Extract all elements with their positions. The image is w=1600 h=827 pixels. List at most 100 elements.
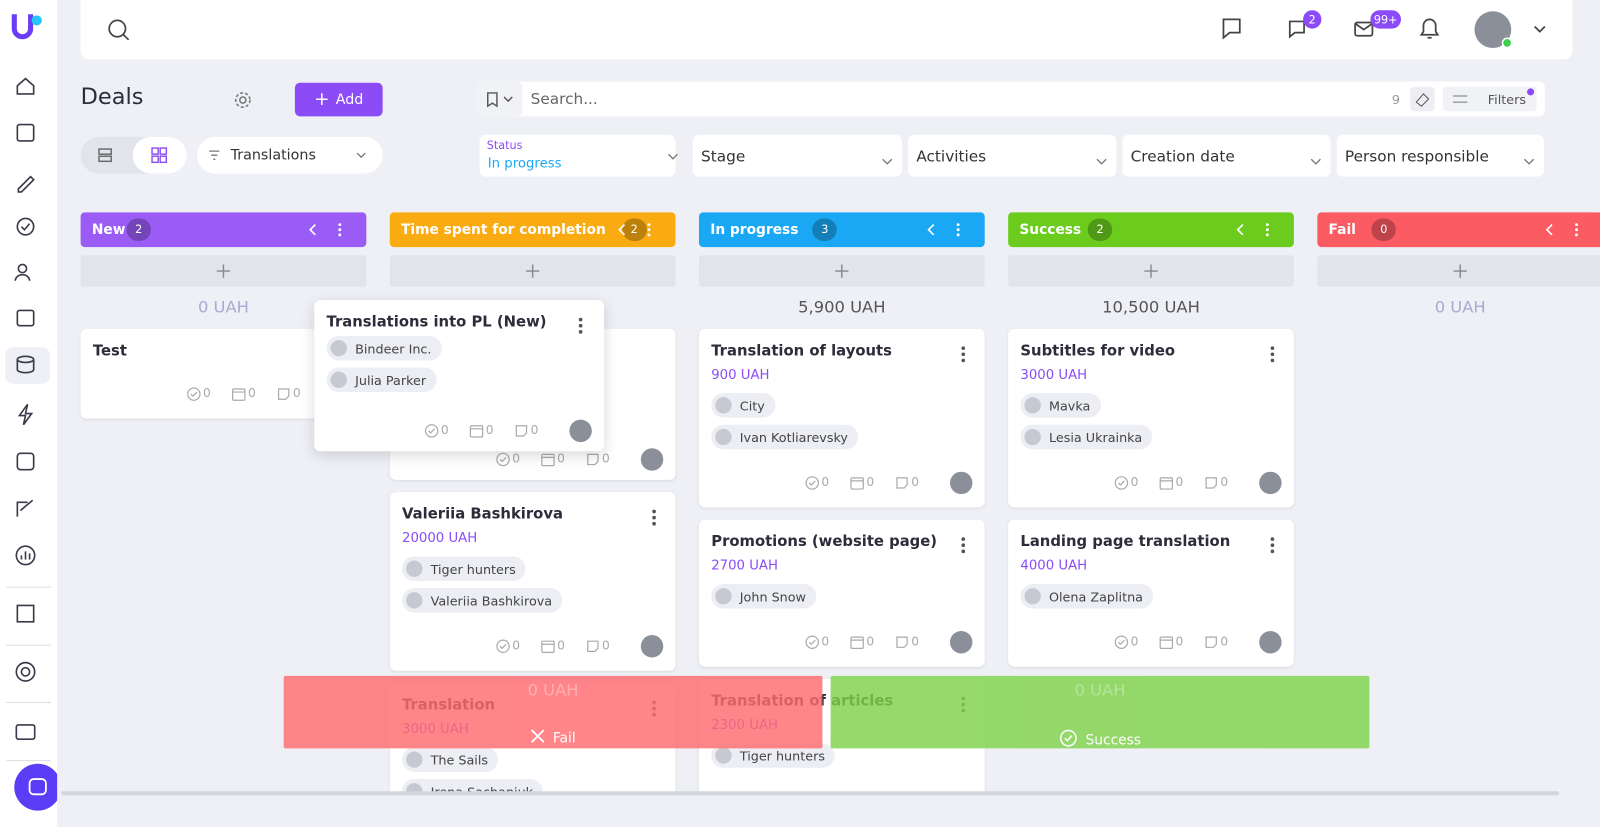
add-deal[interactable]	[80, 255, 367, 287]
chevron	[1096, 152, 1108, 170]
add-deal[interactable]	[389, 255, 676, 287]
count-icon	[232, 386, 246, 401]
deal-card[interactable]: Valeriia Bashkirova 20000 UAH Tiger hunter…	[389, 492, 676, 671]
bell-icon[interactable]	[1419, 18, 1440, 39]
search-input[interactable]: Search...	[530, 89, 598, 109]
column-actions[interactable]	[923, 222, 974, 238]
company-chip: City	[711, 393, 775, 418]
count-icon	[187, 386, 201, 401]
column-actions[interactable]	[1233, 222, 1284, 238]
column-actions[interactable]	[305, 222, 356, 238]
drop-ghost: 0 UAH	[1074, 679, 1126, 700]
card-title: Translation of layouts	[711, 343, 892, 360]
mail-icon[interactable]	[1354, 21, 1374, 37]
add-button[interactable]: + Add	[294, 82, 383, 117]
filter[interactable]: Person responsible	[1336, 134, 1544, 177]
column-count: 0	[1371, 218, 1397, 241]
count-icon	[496, 638, 510, 654]
add-deal[interactable]	[698, 255, 985, 287]
column-name: Time spent for completion	[401, 221, 606, 238]
card-title: Promotions (website page)	[711, 533, 938, 551]
messages-icon[interactable]	[1288, 20, 1305, 39]
person: Valeriia Bashkirova	[430, 592, 553, 609]
company: The Sails	[430, 751, 489, 768]
view-select[interactable]: Translations	[196, 136, 383, 174]
filter-value: In progress	[487, 156, 562, 172]
count-icon	[805, 634, 819, 649]
column-header[interactable]: Success 2	[1008, 212, 1294, 248]
card-menu[interactable]	[1265, 536, 1279, 554]
count: 0	[203, 385, 211, 401]
chat-widget[interactable]	[14, 763, 62, 811]
count: 0	[512, 638, 521, 653]
settings-icon[interactable]	[233, 90, 253, 110]
count-icon	[895, 634, 909, 648]
person: Lesia Ukrainka	[1048, 429, 1143, 445]
scrollbar[interactable]	[61, 791, 1560, 796]
drop-zone[interactable]: 0 UAH Fail	[283, 675, 823, 749]
nav-icons[interactable]	[5, 77, 50, 741]
add-label: Add	[335, 91, 364, 108]
card-menu[interactable]	[573, 317, 587, 335]
deal-card[interactable]: Landing page translation 4000 UAH Olena Za…	[1008, 519, 1294, 667]
filter[interactable]: Activities	[908, 134, 1117, 177]
badge: 2	[1309, 13, 1316, 26]
deal-card[interactable]: Translation of layouts 900 UAH City Ivan Ko…	[698, 328, 985, 508]
deal-card[interactable]: Promotions (website page) 2700 UAH John Sn…	[698, 519, 985, 667]
card-menu[interactable]	[956, 345, 970, 363]
avatar[interactable]	[1474, 11, 1512, 48]
count: 0	[1130, 634, 1139, 649]
view-toggle[interactable]	[80, 136, 187, 174]
card-amount: 2700 UAH	[711, 558, 778, 574]
dragged-card[interactable]: Translations into PL (New) Bindeer Inc. Ju…	[314, 300, 605, 452]
column-actions[interactable]	[614, 222, 665, 238]
column-actions[interactable]	[1542, 222, 1593, 238]
drop-zone[interactable]: 0 UAH Success	[830, 675, 1370, 749]
company: Bindeer Inc.	[355, 340, 432, 356]
chevron	[882, 152, 894, 170]
column-name: Fail	[1328, 221, 1356, 238]
person-chip: Lesia Ukrainka	[1020, 424, 1153, 450]
chat-icon[interactable]	[1222, 18, 1241, 40]
count-icon	[586, 451, 600, 466]
count-icon	[895, 475, 909, 489]
card-menu[interactable]	[1265, 345, 1279, 363]
top-bar: 2 99+	[80, 0, 1573, 60]
count-icon	[1159, 634, 1174, 649]
card-menu[interactable]	[647, 508, 661, 526]
card-title: Test	[92, 343, 127, 360]
column-header[interactable]: Time spent for completion 2	[389, 212, 676, 248]
person-chip: Julia Parker	[326, 367, 437, 393]
filters-button[interactable]: Filters	[1487, 91, 1526, 108]
count: 0	[1220, 474, 1229, 490]
board: New 2 0 UAH Test 0 0 0 Time spent for completio…	[57, 194, 1600, 793]
assignee-avatar	[1259, 471, 1282, 495]
column-header[interactable]: New 2	[80, 212, 367, 248]
profile-chevron[interactable]	[1534, 25, 1546, 33]
add-deal[interactable]	[1317, 255, 1600, 287]
person: Irena Sachaniuk	[430, 783, 534, 793]
card-amount: 3000 UAH	[1020, 367, 1088, 383]
column-total: 0 UAH	[197, 297, 249, 317]
count: 0	[821, 474, 830, 490]
assignee-avatar	[569, 419, 592, 443]
separators	[6, 586, 52, 762]
logo-dot	[31, 15, 42, 26]
filter[interactable]: Stage	[692, 134, 903, 177]
column-header[interactable]: Fail 0	[1317, 212, 1600, 248]
deal-card[interactable]: Subtitles for video 3000 UAH Mavka Lesia Uk…	[1008, 328, 1294, 508]
card-menu[interactable]	[956, 536, 970, 554]
company-chip: The Sails	[402, 747, 499, 772]
count: 0	[557, 638, 565, 653]
column-name: Success	[1019, 221, 1082, 238]
drop-label: Fail	[284, 729, 823, 747]
person: Ivan Kotliarevsky	[739, 429, 848, 445]
filter[interactable]: Creation date	[1122, 134, 1331, 177]
search-icon[interactable]	[108, 19, 127, 38]
filter-label: Activities	[916, 146, 987, 165]
add-deal[interactable]	[1008, 255, 1294, 287]
status-filter[interactable]: Status In progress	[479, 134, 679, 177]
count-icon	[541, 451, 555, 467]
column-header[interactable]: In progress 3	[698, 212, 985, 248]
